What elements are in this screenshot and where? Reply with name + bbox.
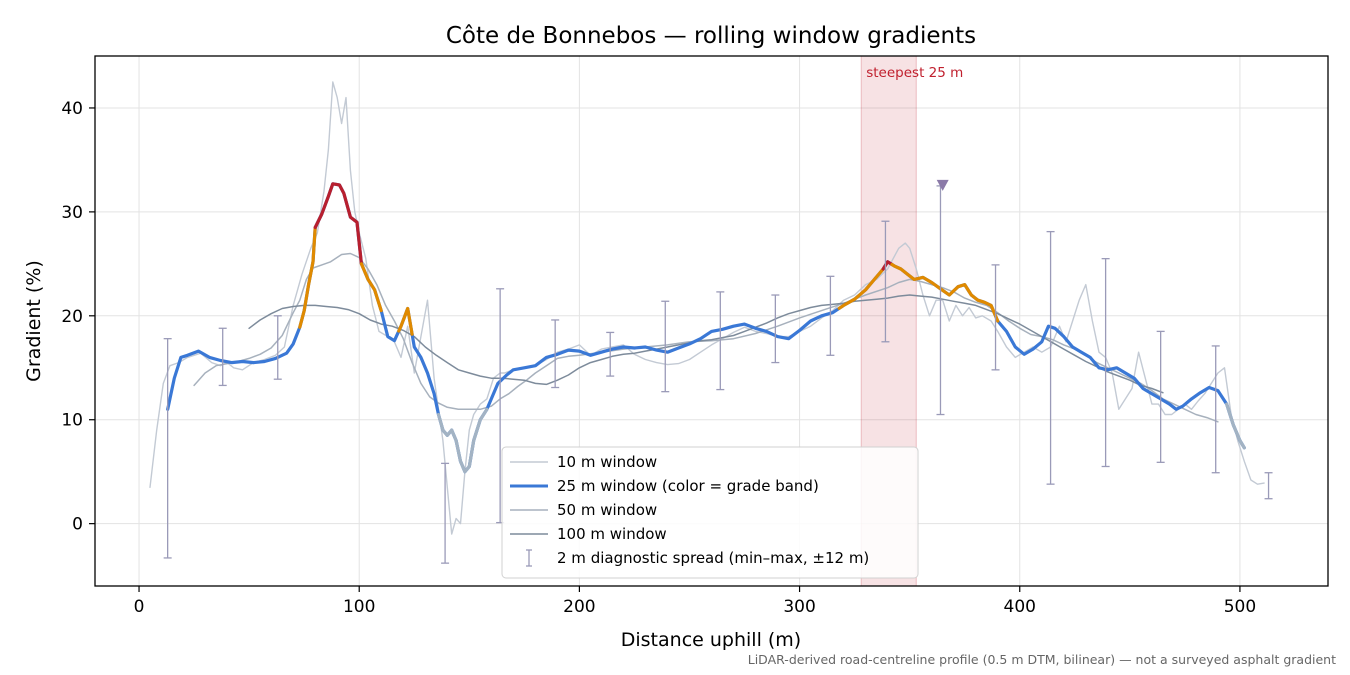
grade-band-segment-hard xyxy=(837,267,885,310)
series-line-25m-window xyxy=(166,182,1246,474)
diagnostic-spread-bar xyxy=(1264,472,1273,500)
legend-entry: 25 m window (color = grade band) xyxy=(510,477,819,495)
legend-entry: 50 m window xyxy=(510,501,657,519)
grade-band-segment-hard xyxy=(890,262,1000,323)
diagnostic-spread-bar xyxy=(218,327,227,387)
diagnostic-spread-bar xyxy=(1046,230,1055,485)
series-layer xyxy=(149,81,1265,535)
diagnostic-spread-bar xyxy=(273,315,282,380)
steepest-label: steepest 25 m xyxy=(866,65,963,81)
legend-label: 100 m window xyxy=(557,525,667,543)
caption: LiDAR-derived road-centreline profile (0… xyxy=(747,652,1336,667)
x-tick-label: 300 xyxy=(783,597,815,617)
x-tick-label: 100 xyxy=(343,597,375,617)
steepest-marker xyxy=(936,179,949,191)
axis-ticks: 0 100 200 300 400 500 0 10 20 30 40 xyxy=(61,99,1256,617)
y-tick-label: 20 xyxy=(61,307,83,327)
series-line-50m-window xyxy=(193,252,1219,423)
legend-entry: 10 m window xyxy=(510,453,657,471)
plot-frame xyxy=(94,55,1329,587)
grade-band-segment-hard xyxy=(359,262,383,313)
grid xyxy=(95,56,1328,586)
diagnostic-spread-bar xyxy=(1156,330,1165,463)
legend-label: 50 m window xyxy=(557,501,657,519)
grade-band-segment-low xyxy=(1225,402,1246,450)
diagnostic-spread-bar xyxy=(441,462,450,564)
legend-entry: 2 m diagnostic spread (min–max, ±12 m) xyxy=(526,549,869,567)
diagnostic-spread-bar xyxy=(991,264,1000,371)
diagnostic-spread-bar xyxy=(661,300,670,393)
legend-entry: 100 m window xyxy=(510,525,667,543)
y-tick-label: 30 xyxy=(61,203,83,223)
grade-band-segment-steep xyxy=(881,260,894,271)
series-line-10m-window xyxy=(149,81,1265,535)
diagnostic-spread-bar xyxy=(1101,257,1110,468)
x-tick-label: 400 xyxy=(1004,597,1036,617)
legend-label: 2 m diagnostic spread (min–max, ±12 m) xyxy=(557,549,869,567)
diagnostic-spread-bar xyxy=(606,331,615,377)
legend: 10 m window 25 m window (color = grade ba… xyxy=(501,446,919,579)
y-tick-label: 10 xyxy=(61,411,83,431)
diagnostic-spread-bar xyxy=(771,294,780,364)
grade-band-segment-hard xyxy=(298,225,317,329)
x-axis-label: Distance uphill (m) xyxy=(621,629,801,651)
diagnostic-spread-bar xyxy=(716,291,725,391)
diagnostic-spread-bar xyxy=(1211,345,1220,474)
grade-band-segment-hard xyxy=(397,306,414,336)
grade-band-segment-steep xyxy=(313,182,363,266)
diagnostic-spread-bar xyxy=(551,319,560,389)
y-tick-label: 40 xyxy=(61,99,83,119)
diagnostic-spread-bar xyxy=(881,220,890,343)
legend-label: 25 m window (color = grade band) xyxy=(557,477,819,495)
diagnostic-spread-layer xyxy=(163,179,1273,564)
chart-title: Côte de Bonnebos — rolling window gradie… xyxy=(446,23,976,49)
diagnostic-spread-bar xyxy=(163,338,172,559)
legend-box xyxy=(501,446,919,579)
y-tick-label: 0 xyxy=(72,515,83,535)
grade-band-segment-low xyxy=(436,407,489,474)
diagnostic-spread-bar xyxy=(826,275,835,356)
series-line-100m-window xyxy=(248,294,1164,394)
legend-label: 10 m window xyxy=(557,453,657,471)
x-tick-label: 0 xyxy=(134,597,145,617)
x-tick-label: 200 xyxy=(563,597,595,617)
x-tick-label: 500 xyxy=(1224,597,1256,617)
y-axis-label: Gradient (%) xyxy=(23,260,45,382)
